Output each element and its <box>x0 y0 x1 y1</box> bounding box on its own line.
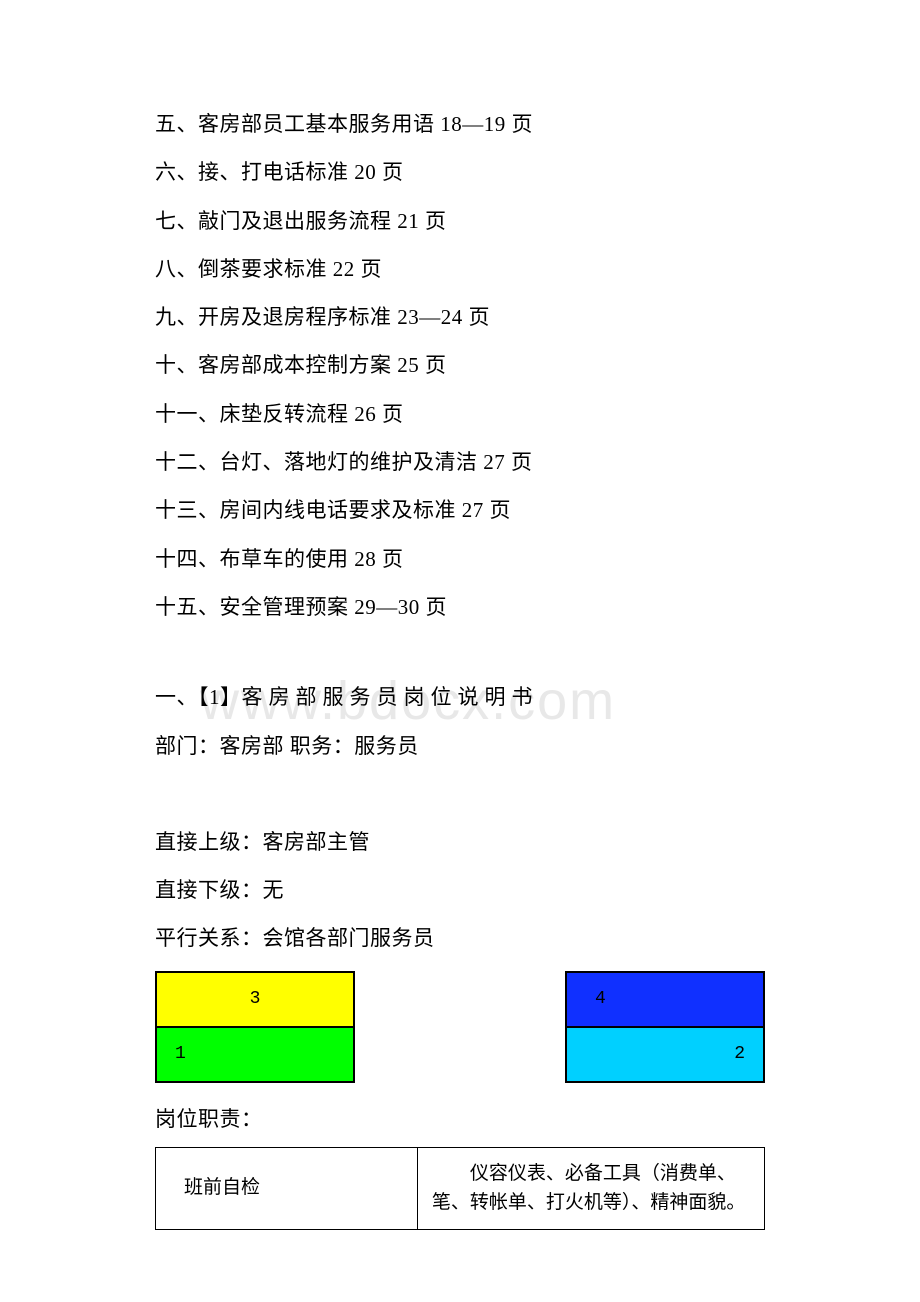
supervisor-line: 直接上级：客房部主管 <box>155 818 765 866</box>
toc-item: 十三、房间内线电话要求及标准 27 页 <box>155 486 765 534</box>
toc-item: 十一、床垫反转流程 26 页 <box>155 390 765 438</box>
section-heading: 一、【1】客房部服务员岗位说明书 <box>155 673 765 721</box>
dept-position-line: 部门：客房部 职务：服务员 <box>155 722 765 770</box>
section-prefix: 一、【1】 <box>155 685 242 709</box>
toc-item: 八、倒茶要求标准 22 页 <box>155 245 765 293</box>
subordinate-line: 直接下级：无 <box>155 866 765 914</box>
page-content: 五、客房部员工基本服务用语 18—19 页 六、接、打电话标准 20 页 七、敲… <box>155 100 765 1230</box>
toc-item: 十二、台灯、落地灯的维护及清洁 27 页 <box>155 438 765 486</box>
toc-item: 十四、布草车的使用 28 页 <box>155 535 765 583</box>
toc-item: 七、敲门及退出服务流程 21 页 <box>155 197 765 245</box>
parallel-line: 平行关系：会馆各部门服务员 <box>155 914 765 962</box>
toc-item: 十五、安全管理预案 29—30 页 <box>155 583 765 631</box>
duties-label: 岗位职责： <box>155 1095 765 1143</box>
section-title: 客房部服务员岗位说明书 <box>242 685 539 709</box>
block-yellow: 3 <box>156 972 354 1027</box>
duty-cell-left: 班前自检 <box>156 1148 418 1230</box>
block-cyan: 2 <box>566 1027 764 1082</box>
toc-item: 五、客房部员工基本服务用语 18—19 页 <box>155 100 765 148</box>
block-blue: 4 <box>566 972 764 1027</box>
table-row: 班前自检 仪容仪表、必备工具（消费单、笔、转帐单、打火机等）、精神面貌。 <box>156 1148 765 1230</box>
duty-cell-right: 仪容仪表、必备工具（消费单、笔、转帐单、打火机等）、精神面貌。 <box>417 1148 764 1230</box>
toc-item: 九、开房及退房程序标准 23—24 页 <box>155 293 765 341</box>
duty-table: 班前自检 仪容仪表、必备工具（消费单、笔、转帐单、打火机等）、精神面貌。 <box>155 1147 765 1230</box>
color-blocks-container: 3 1 4 2 <box>155 971 765 1083</box>
toc-item: 十、客房部成本控制方案 25 页 <box>155 341 765 389</box>
toc-item: 六、接、打电话标准 20 页 <box>155 148 765 196</box>
left-block-pair: 3 1 <box>155 971 355 1083</box>
spacer <box>155 770 765 818</box>
right-block-pair: 4 2 <box>565 971 765 1083</box>
block-green: 1 <box>156 1027 354 1082</box>
